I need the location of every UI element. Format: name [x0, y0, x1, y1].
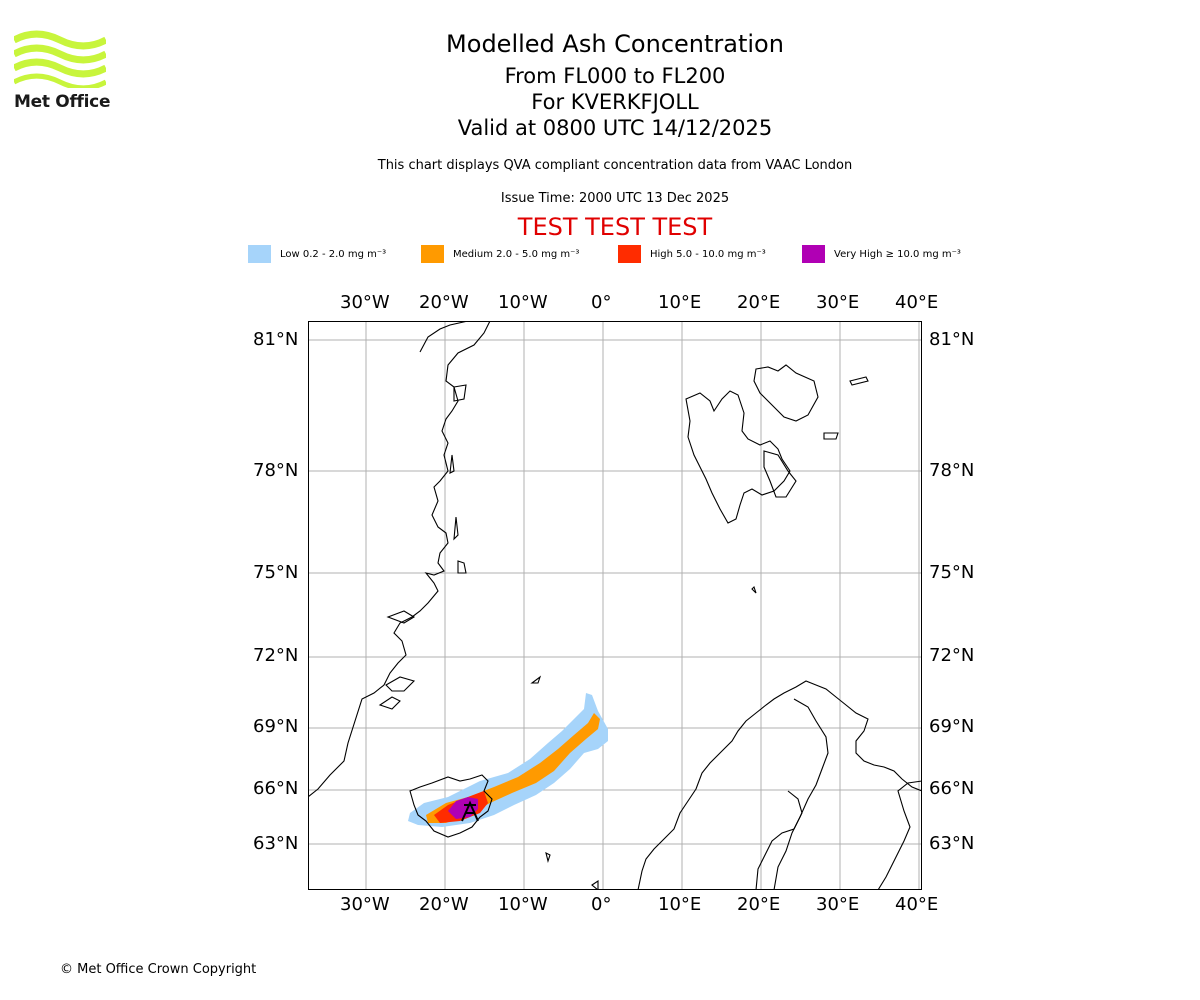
test-banner: TEST TEST TEST	[517, 213, 713, 241]
lat-label-right-75n: 75°N	[929, 562, 975, 583]
flight-levels: From FL000 to FL200	[504, 64, 726, 88]
volcano-name: For KVERKFJOLL	[531, 90, 699, 114]
lon-label-top-30w: 30°W	[340, 292, 390, 313]
legend-swatch-low	[248, 245, 271, 263]
valid-time: Valid at 0800 UTC 14/12/2025	[457, 116, 773, 140]
graticule	[308, 321, 922, 890]
lon-label-top-10e: 10°E	[658, 292, 702, 313]
lat-label-left-78n: 78°N	[253, 460, 299, 481]
legend-label-very-high: Very High ≥ 10.0 mg m⁻³	[834, 248, 961, 260]
map-svg	[308, 321, 922, 890]
legend-item-very-high: Very High ≥ 10.0 mg m⁻³	[802, 244, 961, 264]
lon-label-bottom-40e: 40°E	[895, 894, 939, 915]
copyright-notice: © Met Office Crown Copyright	[60, 962, 257, 977]
lon-label-bottom-10e: 10°E	[658, 894, 702, 915]
chart-description: This chart displays QVA compliant concen…	[377, 158, 853, 173]
chart-title: Modelled Ash Concentration	[446, 30, 784, 58]
lat-label-left-81n: 81°N	[253, 329, 299, 350]
lon-label-top-10w: 10°W	[498, 292, 548, 313]
lat-label-left-75n: 75°N	[253, 562, 299, 583]
lat-label-right-78n: 78°N	[929, 460, 975, 481]
legend-label-medium: Medium 2.0 - 5.0 mg m⁻³	[453, 248, 580, 260]
volcano-icon	[461, 800, 479, 822]
issue-time: Issue Time: 2000 UTC 13 Dec 2025	[500, 191, 730, 206]
lat-label-left-63n: 63°N	[253, 833, 299, 854]
lat-label-right-66n: 66°N	[929, 778, 975, 799]
lat-label-left-66n: 66°N	[253, 778, 299, 799]
logo-waves-icon	[14, 30, 106, 88]
coastlines	[308, 321, 922, 890]
lat-label-right-81n: 81°N	[929, 329, 975, 350]
met-office-logo: Met Office	[14, 30, 114, 112]
lat-label-left-69n: 69°N	[253, 716, 299, 737]
lon-label-top-20w: 20°W	[419, 292, 469, 313]
lon-label-top-0: 0°	[591, 292, 612, 313]
lat-label-left-72n: 72°N	[253, 645, 299, 666]
logo-wordmark: Met Office	[14, 92, 111, 112]
legend-label-low: Low 0.2 - 2.0 mg m⁻³	[280, 248, 387, 260]
legend-item-high: High 5.0 - 10.0 mg m⁻³	[618, 244, 766, 264]
lon-label-bottom-10w: 10°W	[498, 894, 548, 915]
ash-map	[308, 321, 922, 890]
lon-label-bottom-0: 0°	[591, 894, 612, 915]
lon-label-bottom-30e: 30°E	[816, 894, 860, 915]
lat-label-right-72n: 72°N	[929, 645, 975, 666]
legend-swatch-high	[618, 245, 641, 263]
lon-label-top-40e: 40°E	[895, 292, 939, 313]
legend-swatch-medium	[421, 245, 444, 263]
ash-low	[408, 693, 608, 827]
legend-label-high: High 5.0 - 10.0 mg m⁻³	[650, 248, 766, 260]
lon-label-bottom-30w: 30°W	[340, 894, 390, 915]
lon-label-bottom-20w: 20°W	[419, 894, 469, 915]
lon-label-top-30e: 30°E	[816, 292, 860, 313]
legend-swatch-very-high	[802, 245, 825, 263]
lon-label-bottom-20e: 20°E	[737, 894, 781, 915]
lon-label-top-20e: 20°E	[737, 292, 781, 313]
legend-item-medium: Medium 2.0 - 5.0 mg m⁻³	[421, 244, 579, 264]
legend-item-low: Low 0.2 - 2.0 mg m⁻³	[248, 244, 386, 264]
map-border	[308, 321, 922, 890]
lat-label-right-69n: 69°N	[929, 716, 975, 737]
lat-label-right-63n: 63°N	[929, 833, 975, 854]
